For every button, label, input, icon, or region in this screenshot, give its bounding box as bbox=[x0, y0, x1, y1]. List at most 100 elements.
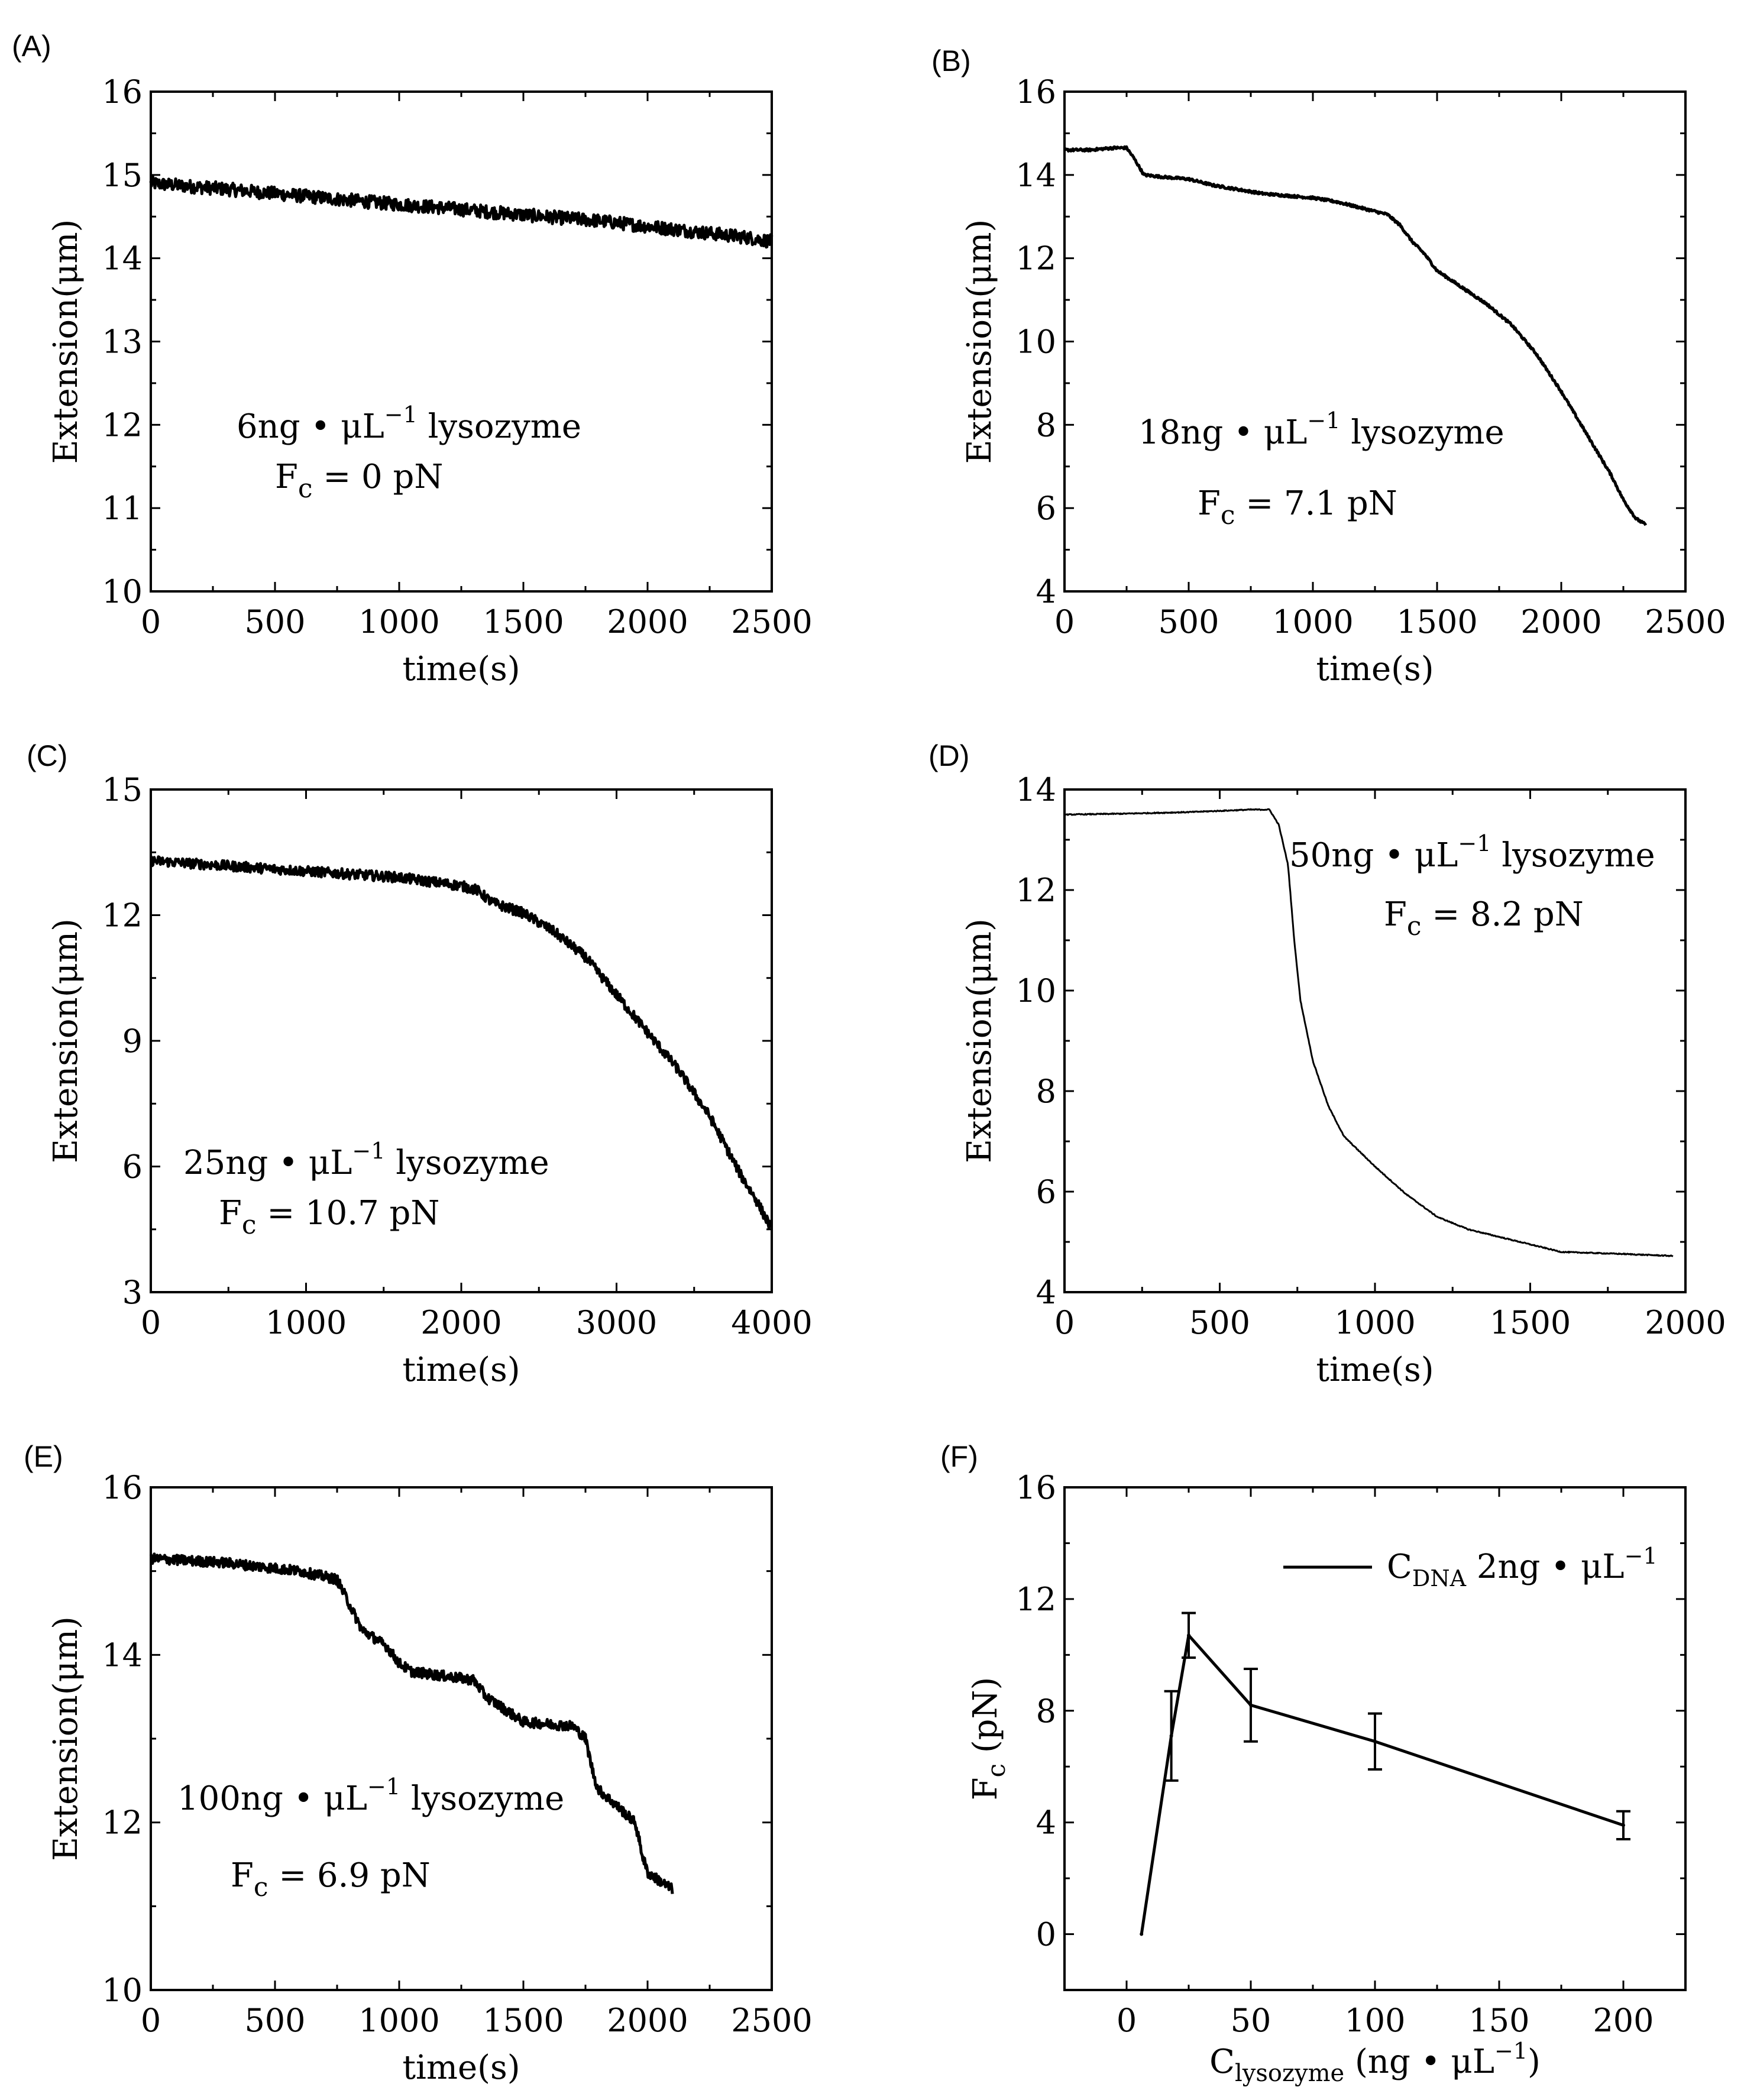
annotation-concentration-superscript: −1 bbox=[1307, 407, 1340, 433]
x-tick-label: 4000 bbox=[731, 1304, 812, 1341]
annotation-force-subscript: c bbox=[1221, 500, 1235, 530]
x-axis-label: time(s) bbox=[1316, 1351, 1434, 1389]
y-tick-label: 16 bbox=[1015, 73, 1056, 111]
annotation-critical-force: Fc = 7.1 pN bbox=[1198, 484, 1397, 530]
y-tick-label: 10 bbox=[102, 1972, 143, 2009]
x-axis-label: time(s) bbox=[402, 1351, 520, 1389]
y-tick-label: 10 bbox=[1015, 323, 1056, 361]
y-tick-label: 13 bbox=[102, 323, 143, 361]
annotation-concentration-tail: lysozyme bbox=[1340, 413, 1504, 452]
x-tick-label: 500 bbox=[1189, 1304, 1250, 1341]
annotation-force-value: = 8.2 pN bbox=[1422, 895, 1584, 934]
y-tick-label: 12 bbox=[1015, 872, 1056, 909]
x-tick-label: 50 bbox=[1231, 2002, 1271, 2039]
x-tick-label: 2500 bbox=[731, 603, 812, 640]
annotation-concentration: 25ng • μL−1 lysozyme bbox=[183, 1138, 549, 1182]
annotation-concentration-main: 100ng • μL bbox=[177, 1779, 367, 1818]
annotation-concentration-tail: lysozyme bbox=[418, 407, 581, 446]
annotation-critical-force: Fc = 0 pN bbox=[275, 458, 443, 504]
x-tick-label: 0 bbox=[1054, 603, 1075, 640]
x-tick-label: 1500 bbox=[483, 2002, 564, 2039]
annotation-force-subscript: c bbox=[1407, 911, 1422, 941]
y-tick-label: 6 bbox=[1036, 1173, 1056, 1211]
annotation-concentration-main: 6ng • μL bbox=[237, 407, 384, 446]
x-axis-label-superscript: −1 bbox=[1494, 2038, 1528, 2064]
annotation-concentration-main: 25ng • μL bbox=[183, 1144, 352, 1182]
annotation-concentration-tail: lysozyme bbox=[1491, 836, 1655, 875]
annotation-concentration: 100ng • μL−1 lysozyme bbox=[177, 1774, 564, 1818]
y-axis-label: Extension(μm) bbox=[960, 219, 999, 464]
annotation-critical-force: Fc = 8.2 pN bbox=[1384, 895, 1584, 941]
y-tick-label: 12 bbox=[1015, 1581, 1056, 1618]
y-tick-label: 16 bbox=[1015, 1469, 1056, 1506]
y-tick-label: 14 bbox=[1015, 771, 1056, 808]
x-tick-label: 2000 bbox=[607, 603, 688, 640]
annotation-force-value: = 6.9 pN bbox=[268, 1856, 431, 1895]
legend-label-subscript: DNA bbox=[1412, 1565, 1467, 1591]
y-tick-label: 12 bbox=[102, 897, 143, 934]
annotation-concentration: 50ng • μL−1 lysozyme bbox=[1289, 830, 1655, 875]
plot-frame bbox=[150, 90, 773, 593]
y-tick-label: 16 bbox=[102, 1469, 143, 1506]
y-tick-label: 6 bbox=[1036, 490, 1056, 527]
y-axis-label-tail: (pN) bbox=[966, 1677, 1005, 1764]
annotation-concentration-superscript: −1 bbox=[384, 402, 418, 428]
annotation-force-symbol: F bbox=[275, 458, 298, 496]
y-tick-label: 4 bbox=[1036, 1274, 1056, 1311]
y-tick-label: 8 bbox=[1036, 406, 1056, 444]
x-tick-label: 2000 bbox=[420, 1304, 501, 1341]
annotation-force-value: = 7.1 pN bbox=[1235, 484, 1397, 523]
annotation-concentration-tail: lysozyme bbox=[400, 1779, 564, 1818]
annotation-critical-force: Fc = 10.7 pN bbox=[219, 1194, 439, 1240]
y-tick-label: 14 bbox=[102, 240, 143, 277]
annotation-concentration-superscript: −1 bbox=[367, 1774, 400, 1800]
x-tick-label: 0 bbox=[1117, 2002, 1137, 2039]
y-axis-label: Fc (pN) bbox=[966, 1677, 1011, 1801]
x-axis-label-main: C bbox=[1209, 2043, 1235, 2081]
y-axis-label: Extension(μm) bbox=[47, 1616, 85, 1861]
x-tick-label: 500 bbox=[244, 2002, 305, 2039]
x-axis-label: time(s) bbox=[402, 650, 520, 688]
x-tick-label: 0 bbox=[1054, 1304, 1075, 1341]
x-axis-label: time(s) bbox=[402, 2049, 520, 2087]
x-tick-label: 500 bbox=[244, 603, 305, 640]
x-tick-label: 1000 bbox=[358, 603, 439, 640]
x-axis-label: Clysozyme (ng • μL−1) bbox=[1209, 2038, 1541, 2087]
x-tick-label: 150 bbox=[1468, 2002, 1529, 2039]
x-tick-label: 200 bbox=[1593, 2002, 1654, 2039]
annotation-force-symbol: F bbox=[219, 1194, 242, 1232]
panel-label: (C) bbox=[27, 739, 67, 772]
annotation-concentration-main: 18ng • μL bbox=[1138, 413, 1307, 452]
data-trace-extension bbox=[149, 1552, 674, 1894]
y-tick-label: 12 bbox=[1015, 240, 1056, 277]
annotation-concentration: 6ng • μL−1 lysozyme bbox=[237, 402, 581, 446]
data-trace-extension bbox=[150, 855, 773, 1230]
y-tick-label: 9 bbox=[122, 1023, 143, 1060]
x-tick-label: 1500 bbox=[1396, 603, 1477, 640]
panel-label: (B) bbox=[931, 44, 971, 77]
y-tick-label: 11 bbox=[102, 490, 143, 527]
chart-panel-b: (B) 0 500 1000 1500 2000 2500 4 6 8 10 12 14 16 time(s… bbox=[931, 44, 1726, 688]
annotation-concentration-main: 50ng • μL bbox=[1289, 836, 1458, 875]
annotation-force-subscript: c bbox=[242, 1210, 257, 1240]
y-tick-label: 6 bbox=[122, 1148, 143, 1186]
legend-label-superscript: −1 bbox=[1625, 1543, 1658, 1569]
x-tick-label: 2000 bbox=[1645, 1304, 1726, 1341]
x-axis-label: time(s) bbox=[1316, 650, 1434, 688]
panel-label: (E) bbox=[24, 1440, 63, 1473]
data-trace-extension bbox=[1063, 145, 1648, 526]
y-axis-label: Extension(μm) bbox=[47, 918, 85, 1163]
legend-label-tail: 2ng • μL bbox=[1466, 1548, 1625, 1586]
data-line-critical-force bbox=[1140, 1633, 1624, 1934]
chart-panel-f: (F) 0 50 100 150 200 0 4 8 12 16 Clysozyme (ng • μL… bbox=[940, 1440, 1687, 2087]
y-tick-label: 8 bbox=[1036, 1693, 1056, 1730]
x-tick-label: 0 bbox=[141, 603, 161, 640]
legend-label: CDNA 2ng • μL−1 bbox=[1387, 1543, 1658, 1591]
y-tick-label: 12 bbox=[102, 1804, 143, 1842]
y-tick-label: 3 bbox=[122, 1274, 143, 1311]
chart-panel-d: (D) 0 500 1000 1500 2000 4 6 8 10 12 14 time(s) Exten… bbox=[928, 739, 1726, 1389]
chart-panel-a: (A) 0 500 1000 1500 2000 2500 10 11 12 13 14 15 16 tim… bbox=[12, 30, 813, 688]
y-axis-label: Extension(μm) bbox=[960, 918, 999, 1163]
x-tick-label: 1000 bbox=[358, 2002, 439, 2039]
annotation-critical-force: Fc = 6.9 pN bbox=[231, 1856, 431, 1902]
